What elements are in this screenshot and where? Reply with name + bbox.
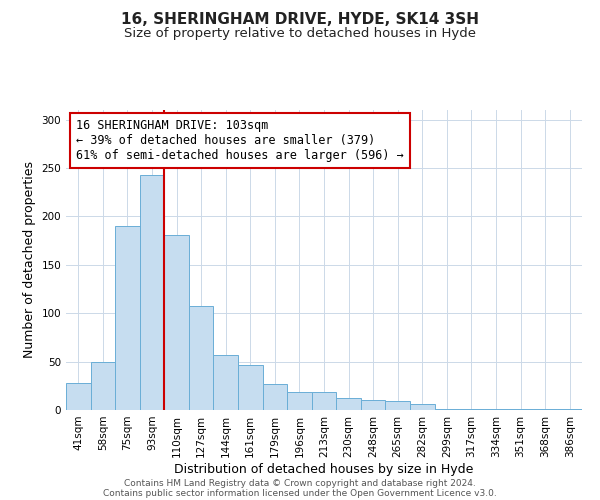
Bar xyxy=(484,409,508,410)
Bar xyxy=(459,409,484,410)
Bar xyxy=(385,402,410,410)
X-axis label: Distribution of detached houses by size in Hyde: Distribution of detached houses by size … xyxy=(175,462,473,475)
Text: 16, SHERINGHAM DRIVE, HYDE, SK14 3SH: 16, SHERINGHAM DRIVE, HYDE, SK14 3SH xyxy=(121,12,479,28)
Bar xyxy=(533,409,557,410)
Bar xyxy=(115,226,140,410)
Bar xyxy=(557,409,582,410)
Bar xyxy=(164,235,189,410)
Bar xyxy=(214,355,238,410)
Bar xyxy=(91,362,115,410)
Bar xyxy=(312,392,336,410)
Bar xyxy=(410,404,434,410)
Text: Contains public sector information licensed under the Open Government Licence v3: Contains public sector information licen… xyxy=(103,488,497,498)
Bar xyxy=(287,392,312,410)
Text: 16 SHERINGHAM DRIVE: 103sqm
← 39% of detached houses are smaller (379)
61% of se: 16 SHERINGHAM DRIVE: 103sqm ← 39% of det… xyxy=(76,119,404,162)
Bar xyxy=(66,383,91,410)
Bar xyxy=(508,409,533,410)
Bar xyxy=(336,398,361,410)
Bar xyxy=(238,366,263,410)
Bar xyxy=(361,400,385,410)
Text: Size of property relative to detached houses in Hyde: Size of property relative to detached ho… xyxy=(124,28,476,40)
Bar xyxy=(140,175,164,410)
Bar xyxy=(434,409,459,410)
Text: Contains HM Land Registry data © Crown copyright and database right 2024.: Contains HM Land Registry data © Crown c… xyxy=(124,478,476,488)
Bar xyxy=(263,384,287,410)
Y-axis label: Number of detached properties: Number of detached properties xyxy=(23,162,36,358)
Bar xyxy=(189,306,214,410)
